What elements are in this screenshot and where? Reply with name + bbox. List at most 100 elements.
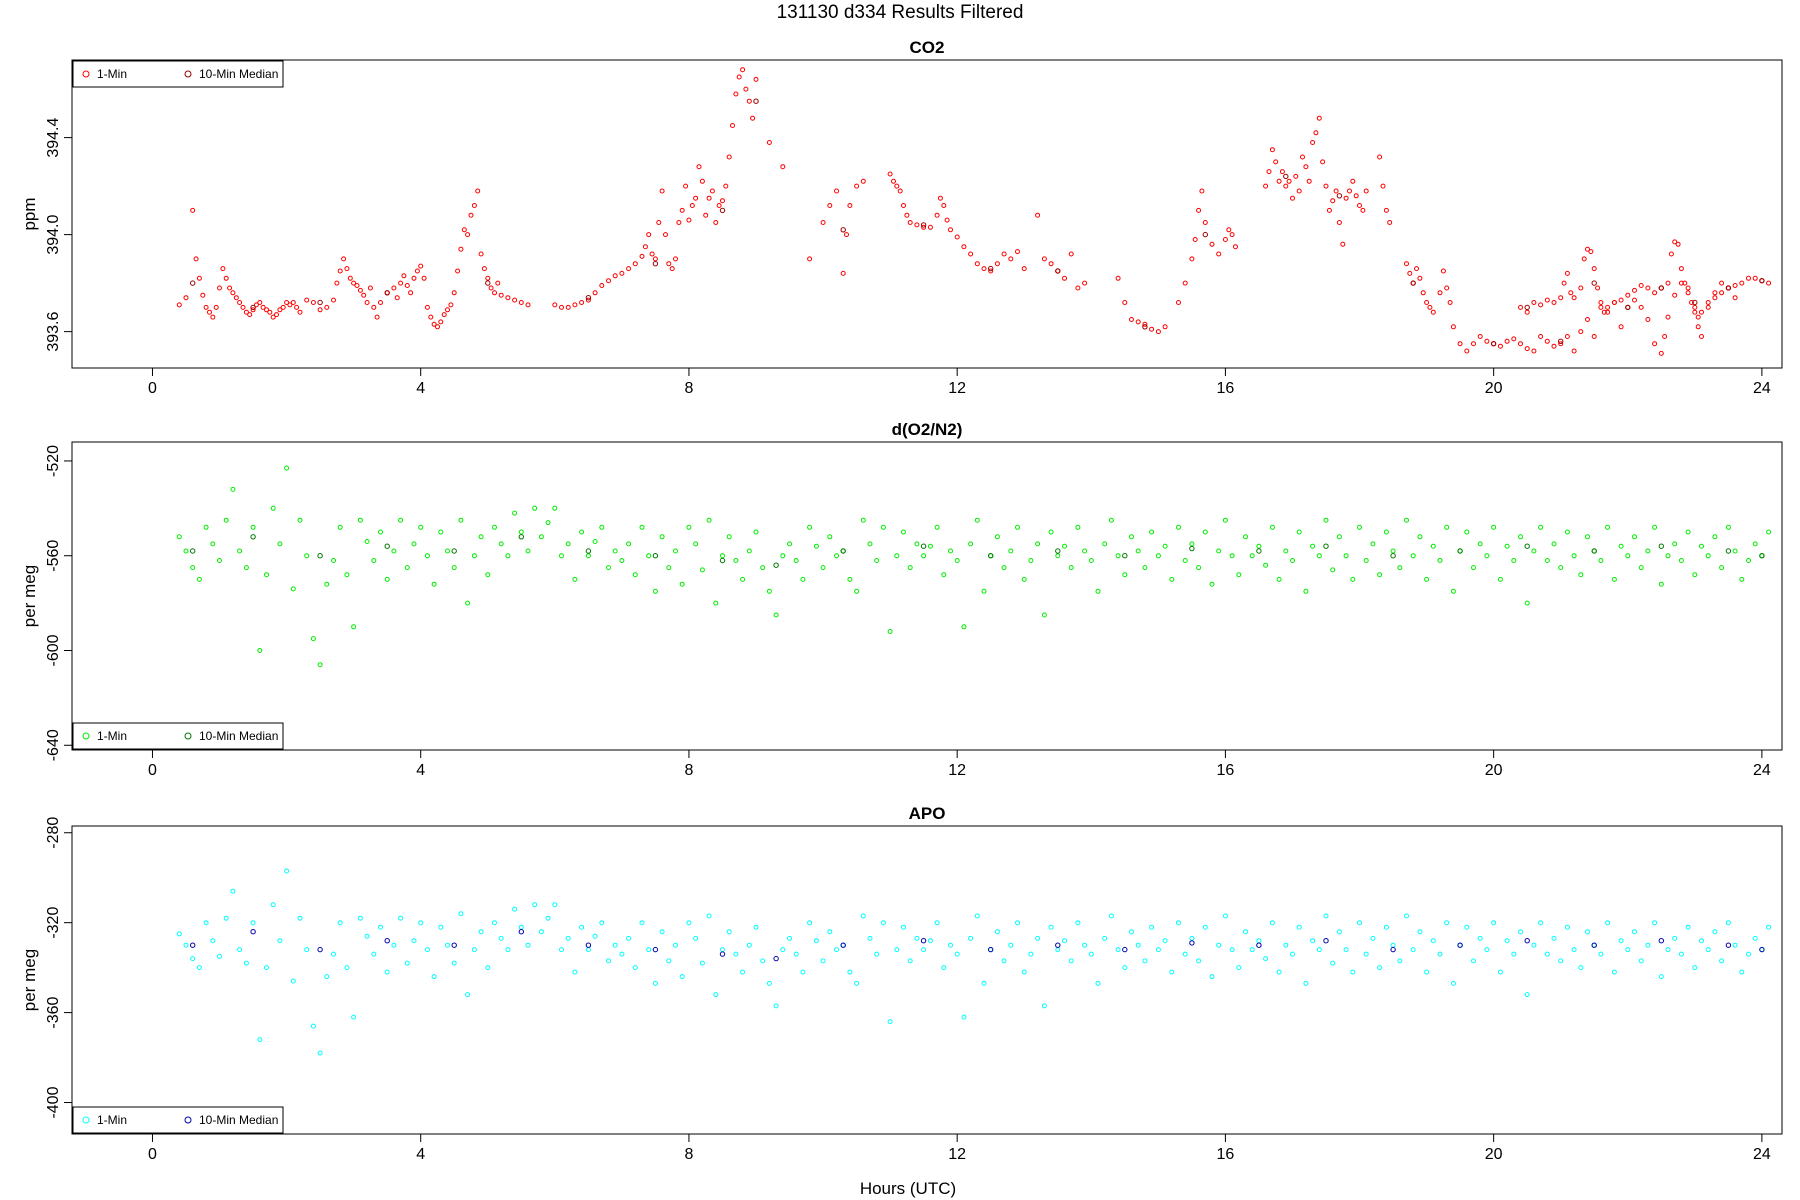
data-point [1558, 958, 1564, 964]
data-point [579, 529, 585, 535]
data-point [451, 548, 457, 554]
data-point [954, 234, 960, 240]
data-point [773, 612, 779, 618]
data-point [1176, 524, 1181, 530]
data-point [237, 947, 243, 953]
data-point [1035, 212, 1041, 218]
x-tick-label: 24 [1753, 380, 1771, 397]
data-point [243, 309, 249, 315]
data-point [652, 553, 659, 559]
data-point [1678, 951, 1684, 957]
legend-label: 1-Min [97, 67, 127, 81]
data-point [1665, 280, 1671, 286]
data-point [1276, 576, 1282, 582]
data-point [334, 280, 340, 286]
data-point [237, 548, 243, 554]
data-point [394, 295, 400, 301]
data-point [1370, 541, 1376, 547]
data-point [874, 951, 880, 957]
y-tick-label: -520 [45, 445, 62, 477]
data-point [1551, 300, 1557, 305]
data-point [606, 958, 611, 964]
data-point [545, 520, 551, 526]
data-point [585, 553, 591, 559]
data-point [1350, 576, 1356, 582]
data-point [948, 942, 953, 948]
data-point [1695, 314, 1701, 320]
data-point [1652, 290, 1658, 296]
legend-label: 10-Min Median [199, 729, 278, 743]
data-point [1269, 147, 1275, 153]
data-point [391, 548, 397, 554]
data-point [304, 553, 310, 559]
data-point [384, 969, 390, 975]
data-point [324, 581, 330, 587]
data-point [1471, 341, 1476, 347]
data-point [1001, 958, 1007, 964]
data-point [203, 524, 209, 530]
data-point [1216, 548, 1222, 554]
data-point [1611, 969, 1617, 975]
data-point [1008, 942, 1014, 948]
legend: 1-Min 10-Min Median [72, 1106, 284, 1134]
data-point [1075, 285, 1081, 291]
data-point [559, 947, 564, 953]
x-tick-label: 0 [148, 380, 157, 397]
data-point [213, 304, 219, 310]
data-point [378, 529, 383, 535]
data-point [1464, 348, 1470, 354]
data-point [1705, 553, 1711, 559]
data-point [716, 203, 722, 208]
data-point [1524, 304, 1530, 311]
data-point [981, 980, 987, 986]
data-point [1404, 261, 1409, 267]
data-point [1320, 159, 1326, 165]
data-point [1444, 285, 1450, 291]
data-point [1471, 958, 1476, 964]
data-point [740, 969, 746, 975]
data-point [934, 920, 940, 926]
data-point [746, 98, 752, 104]
data-point [1202, 231, 1209, 238]
data-point [1236, 572, 1242, 578]
data-point [485, 965, 491, 971]
data-point [1229, 947, 1235, 953]
data-point [552, 302, 558, 308]
data-point [1306, 178, 1312, 184]
data-point [337, 524, 343, 530]
data-point [572, 302, 578, 308]
x-tick-label: 24 [1753, 1146, 1771, 1163]
data-point [994, 929, 1000, 935]
x-tick-label: 16 [1217, 380, 1235, 397]
data-point [954, 951, 960, 957]
data-point [1035, 541, 1041, 547]
data-point [901, 924, 906, 930]
data-point [1290, 951, 1295, 957]
data-point [525, 548, 531, 554]
data-point [498, 292, 504, 298]
data-point [1323, 543, 1329, 549]
data-point [361, 292, 367, 298]
data-point [1249, 553, 1255, 559]
legend: 1-Min 10-Min Median [72, 60, 284, 88]
data-point [1155, 553, 1161, 559]
data-point [458, 517, 464, 523]
data-point [1551, 935, 1557, 941]
data-point [317, 662, 323, 668]
data-point [1095, 588, 1101, 594]
data-point [1491, 920, 1497, 926]
data-point [773, 1003, 779, 1009]
data-point [1296, 188, 1302, 194]
data-point [1678, 558, 1684, 563]
x-tick-label: 4 [416, 1146, 425, 1163]
data-point [431, 974, 437, 980]
data-point [1340, 241, 1346, 247]
data-point [1591, 280, 1597, 286]
plot-frame [71, 441, 1783, 751]
data-point [901, 529, 906, 535]
data-point [1638, 304, 1644, 310]
data-point [398, 915, 404, 921]
data-point [652, 946, 659, 953]
data-point [196, 275, 202, 281]
data-point [1263, 562, 1269, 568]
